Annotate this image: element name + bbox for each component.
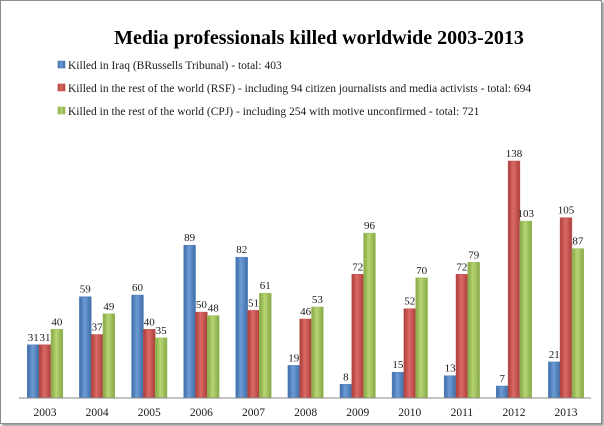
bar-2012-series-3 xyxy=(519,220,532,399)
data-label-2004-series-1: 59 xyxy=(80,284,92,296)
bar-2005-series-2 xyxy=(143,329,156,399)
bar-2008-series-1 xyxy=(287,365,300,399)
bar-2013-series-2 xyxy=(559,217,573,399)
bar-2003-series-2 xyxy=(38,344,52,399)
data-label-2012-series-2: 138 xyxy=(506,148,523,160)
data-label-2006-series-1: 89 xyxy=(184,232,196,244)
legend-entry-1: Killed in Iraq (BRussells Tribunal) - to… xyxy=(68,60,282,72)
data-label-2012-series-1: 7 xyxy=(499,373,505,385)
data-label-2007-series-1: 82 xyxy=(236,244,247,256)
data-label-2011-series-3: 79 xyxy=(468,249,480,261)
bar-2009-series-2 xyxy=(351,274,364,399)
bar-2008-series-3 xyxy=(311,306,324,399)
bar-2013-series-1 xyxy=(548,361,561,399)
data-label-2011-series-2: 72 xyxy=(456,261,467,273)
bar-2003-series-3 xyxy=(50,329,64,399)
x-tick-label-2009: 2009 xyxy=(346,407,369,419)
bar-2007-series-1 xyxy=(235,256,248,399)
data-label-2007-series-3: 61 xyxy=(260,280,271,292)
bar-2011-series-2 xyxy=(455,274,469,399)
data-label-2005-series-1: 60 xyxy=(132,282,144,294)
legend-swatch-2 xyxy=(57,83,66,92)
x-tick-label-2008: 2008 xyxy=(294,407,317,419)
bar-2008-series-2 xyxy=(299,318,312,399)
chart-legend: Killed in Iraq (BRussells Tribunal) - to… xyxy=(57,60,531,118)
data-label-2003-series-1: 31 xyxy=(28,332,39,344)
data-label-2003-series-2: 31 xyxy=(40,332,51,344)
data-label-2008-series-3: 53 xyxy=(312,294,324,306)
legend-entry-3: Killed in the rest of the world (CPJ) - … xyxy=(68,106,480,118)
data-label-2008-series-2: 46 xyxy=(300,306,312,318)
data-label-2006-series-2: 50 xyxy=(196,299,208,311)
data-label-2007-series-2: 51 xyxy=(248,297,259,309)
data-label-2011-series-1: 13 xyxy=(445,363,457,375)
data-label-2009-series-1: 8 xyxy=(343,371,349,383)
x-tick-label-2010: 2010 xyxy=(398,407,421,419)
data-label-2006-series-3: 48 xyxy=(208,303,220,315)
bar-2011-series-1 xyxy=(443,375,457,399)
data-label-2009-series-2: 72 xyxy=(352,261,363,273)
bar-2006-series-3 xyxy=(207,315,220,399)
chart-title: Media professionals killed worldwide 200… xyxy=(114,27,524,49)
data-label-2008-series-1: 19 xyxy=(288,352,300,364)
bar-2004-series-3 xyxy=(102,313,116,399)
x-tick-label-2011: 2011 xyxy=(451,407,474,419)
bar-2007-series-3 xyxy=(259,292,272,399)
data-label-2004-series-3: 49 xyxy=(103,301,115,313)
data-label-2005-series-3: 35 xyxy=(156,325,168,337)
bar-2010-series-1 xyxy=(391,371,405,399)
x-tick-label-2012: 2012 xyxy=(503,407,526,419)
x-tick-label-2004: 2004 xyxy=(86,407,109,419)
legend-swatch-1 xyxy=(57,60,66,69)
data-label-2004-series-2: 37 xyxy=(92,322,104,334)
data-label-2010-series-1: 15 xyxy=(392,359,404,371)
bar-2009-series-3 xyxy=(363,232,376,399)
x-axis-tick-labels: 2003 2004 2005 2006 2007 2008 2009 2010 2011 2012… xyxy=(34,407,578,419)
bar-2005-series-3 xyxy=(154,337,168,399)
x-tick-label-2005: 2005 xyxy=(138,407,161,419)
x-tick-label-2013: 2013 xyxy=(555,407,578,419)
bar-2004-series-1 xyxy=(79,296,92,399)
data-label-2009-series-3: 96 xyxy=(364,220,376,232)
x-tick-label-2007: 2007 xyxy=(242,407,265,419)
data-label-2012-series-3: 103 xyxy=(518,208,535,220)
data-label-2010-series-2: 52 xyxy=(404,296,415,308)
bar-2004-series-2 xyxy=(90,334,104,399)
bar-2012-series-1 xyxy=(496,385,509,399)
bar-2005-series-1 xyxy=(131,294,144,399)
bar-2007-series-2 xyxy=(247,310,260,399)
bar-2009-series-1 xyxy=(339,384,353,399)
bar-2003-series-1 xyxy=(27,344,40,399)
data-label-2013-series-3: 87 xyxy=(572,236,584,248)
bar-2006-series-2 xyxy=(195,311,208,399)
data-label-2003-series-3: 40 xyxy=(51,316,63,328)
x-tick-label-2003: 2003 xyxy=(34,407,57,419)
bar-2012-series-2 xyxy=(507,160,521,399)
bar-2006-series-1 xyxy=(183,244,196,399)
legend-entry-2: Killed in the rest of the world (RSF) - … xyxy=(68,83,531,95)
data-label-2013-series-1: 21 xyxy=(549,349,560,361)
x-tick-label-2006: 2006 xyxy=(190,407,213,419)
data-label-2010-series-3: 70 xyxy=(416,265,428,277)
bar-2010-series-3 xyxy=(415,277,428,399)
bar-2013-series-3 xyxy=(571,248,585,399)
bar-2010-series-2 xyxy=(403,308,416,399)
data-label-2005-series-2: 40 xyxy=(144,316,156,328)
bar-2011-series-3 xyxy=(467,262,480,399)
data-label-2013-series-2: 105 xyxy=(558,205,575,217)
legend-swatch-3 xyxy=(57,106,66,115)
